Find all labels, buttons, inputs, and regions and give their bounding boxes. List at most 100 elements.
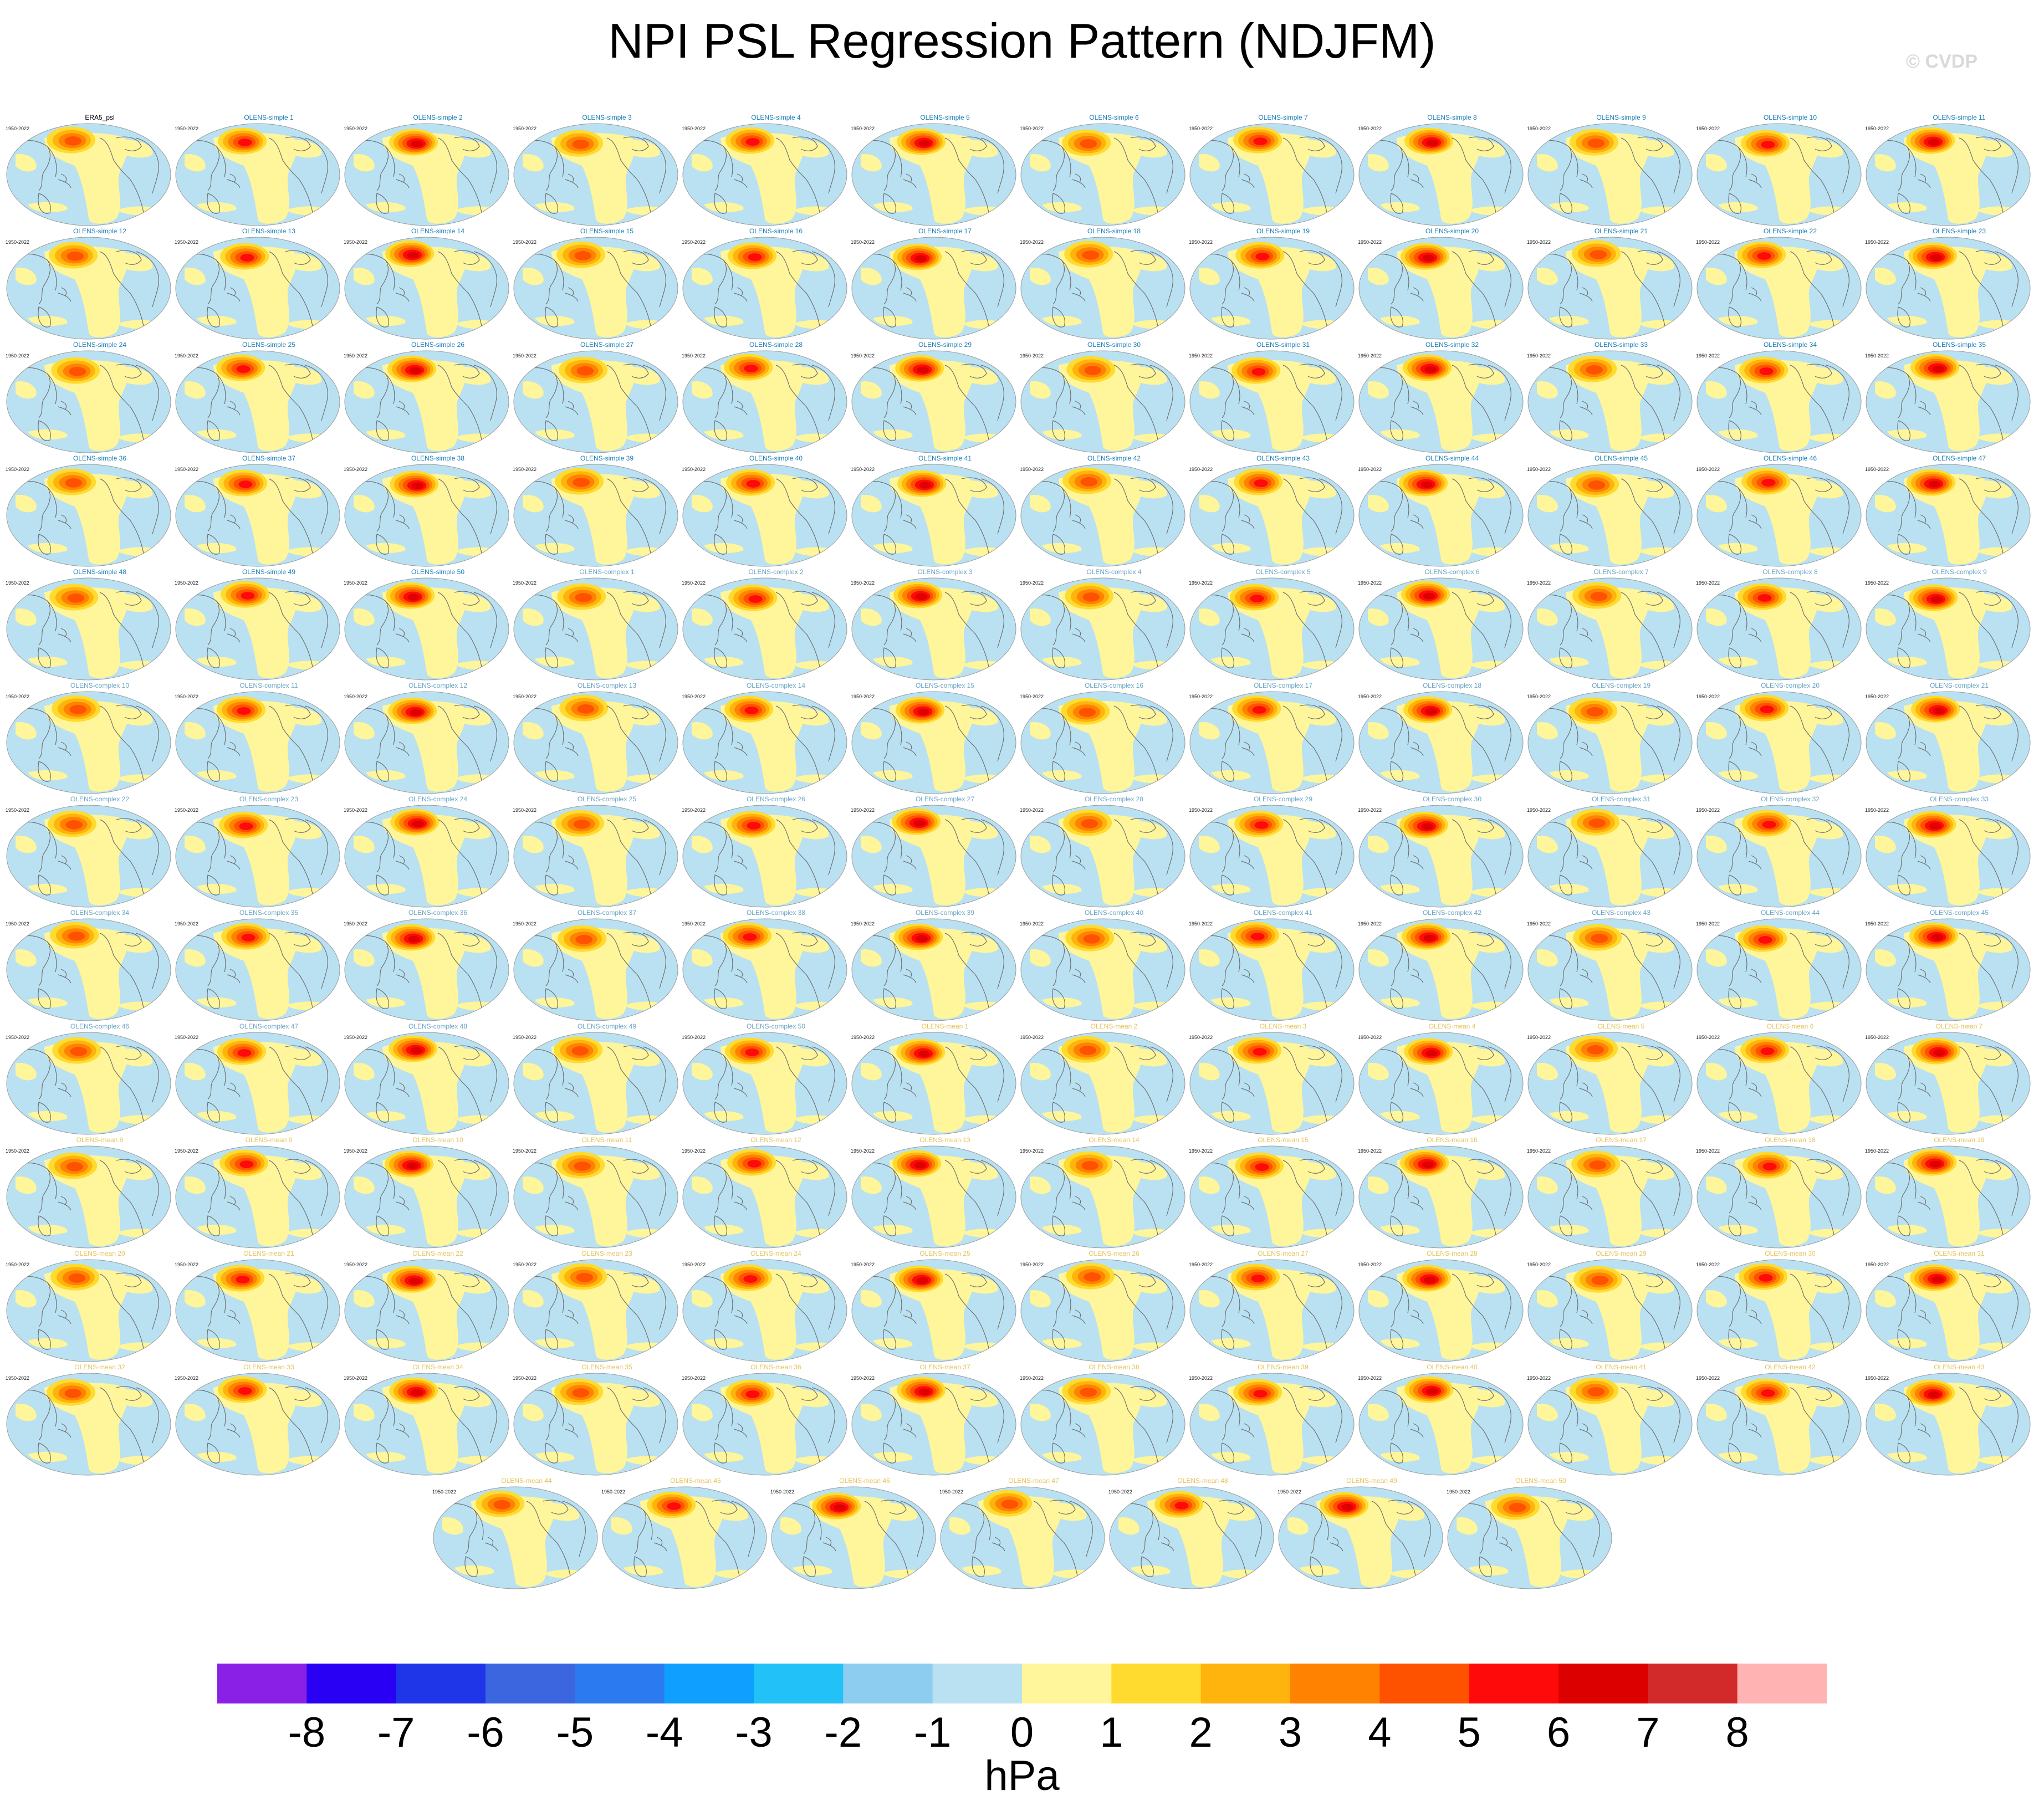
panel-map — [1020, 1032, 1185, 1135]
map-panel: 1950-2022 OLENS-complex 29 — [1189, 795, 1355, 909]
panel-period-label: 1950-2022 — [1527, 467, 1551, 472]
panel-title: OLENS-complex 31 — [1591, 795, 1651, 803]
map-panel: 1950-2022 OLENS-complex 20 — [1696, 682, 1862, 795]
map-panel: 1950-2022 OLENS-complex 2 — [682, 568, 848, 682]
panel-map — [344, 237, 509, 340]
panel-period-label: 1950-2022 — [344, 807, 368, 813]
panel-title: OLENS-complex 49 — [577, 1022, 637, 1030]
panel-period-label: 1950-2022 — [1865, 580, 1889, 586]
panel-period-label: 1950-2022 — [6, 126, 30, 131]
panel-period-label: 1950-2022 — [1696, 921, 1720, 927]
panel-map — [682, 805, 847, 908]
map-panel: 1950-2022 OLENS-mean 24 — [682, 1250, 848, 1363]
panel-period-label: 1950-2022 — [1358, 1148, 1382, 1154]
panel-title: OLENS-simple 13 — [242, 227, 296, 235]
colorbar-swatch — [1737, 1664, 1827, 1703]
map-panel: 1950-2022 OLENS-simple 11 — [1865, 114, 2031, 227]
panel-title: OLENS-complex 32 — [1760, 795, 1820, 803]
panel-map — [344, 1259, 509, 1362]
map-panel: 1950-2022 OLENS-complex 44 — [1696, 909, 1862, 1022]
panel-title: OLENS-mean 11 — [581, 1136, 632, 1144]
panel-map — [513, 350, 678, 453]
panel-map — [851, 350, 1016, 453]
panel-map — [1696, 1145, 1862, 1249]
panel-period-label: 1950-2022 — [601, 1489, 626, 1495]
map-panel: 1950-2022 OLENS-simple 27 — [513, 341, 679, 454]
panel-title: OLENS-complex 20 — [1760, 682, 1820, 689]
panel-period-label: 1950-2022 — [851, 467, 875, 472]
cvdp-watermark: © CVDP — [1906, 51, 1977, 72]
map-panel: 1950-2022 OLENS-mean 23 — [513, 1250, 679, 1363]
map-panel: 1950-2022 OLENS-simple 45 — [1527, 454, 1693, 568]
colorbar-units-label: hPa — [984, 1752, 1060, 1799]
panel-period-label: 1950-2022 — [1865, 807, 1889, 813]
panel-period-label: 1950-2022 — [6, 694, 30, 699]
panel-map — [1866, 237, 2031, 340]
map-panel: 1950-2022 OLENS-mean 27 — [1189, 1250, 1355, 1363]
panel-title: OLENS-mean 21 — [243, 1250, 294, 1257]
panel-map — [6, 805, 171, 908]
panel-period-label: 1950-2022 — [1527, 694, 1551, 699]
map-panel: 1950-2022 OLENS-complex 37 — [513, 909, 679, 1022]
map-panel: 1950-2022 OLENS-complex 19 — [1527, 682, 1693, 795]
map-panel: 1950-2022 OLENS-simple 50 — [344, 568, 510, 682]
panel-title: OLENS-mean 40 — [1427, 1363, 1478, 1371]
panel-title: OLENS-simple 19 — [1256, 227, 1310, 235]
panel-map — [1189, 1373, 1355, 1476]
panel-period-label: 1950-2022 — [1696, 239, 1720, 245]
panel-period-label: 1950-2022 — [1696, 126, 1720, 131]
panel-title: OLENS-complex 29 — [1253, 795, 1313, 803]
panel-period-label: 1950-2022 — [1358, 694, 1382, 699]
panel-title: OLENS-simple 48 — [73, 568, 127, 576]
map-panel: 1950-2022 OLENS-simple 47 — [1865, 454, 2031, 568]
panel-map — [6, 577, 171, 681]
panel-title: OLENS-complex 9 — [1931, 568, 1987, 576]
map-panel: 1950-2022 OLENS-complex 4 — [1020, 568, 1186, 682]
panel-map — [1189, 350, 1355, 453]
panel-map — [1696, 350, 1862, 453]
colorbar-tick-label: 7 — [1636, 1709, 1660, 1756]
panel-period-label: 1950-2022 — [175, 580, 199, 586]
map-panel: 1950-2022 OLENS-mean 40 — [1358, 1363, 1524, 1477]
map-panel: 1950-2022 OLENS-simple 5 — [851, 114, 1017, 227]
map-panel: 1950-2022 OLENS-mean 28 — [1358, 1250, 1524, 1363]
panel-map — [851, 1259, 1016, 1362]
panel-map — [1696, 464, 1862, 567]
panel-period-label: 1950-2022 — [513, 1375, 537, 1381]
panel-map — [1447, 1486, 1612, 1589]
panel-map — [1527, 123, 1693, 226]
panel-period-label: 1950-2022 — [344, 694, 368, 699]
map-panel: 1950-2022 OLENS-simple 19 — [1189, 227, 1355, 341]
map-panel: 1950-2022 OLENS-simple 24 — [6, 341, 172, 454]
panel-map — [1696, 918, 1862, 1021]
panel-title: OLENS-complex 45 — [1929, 909, 1989, 917]
map-panel: 1950-2022 OLENS-simple 44 — [1358, 454, 1524, 568]
panel-title: OLENS-complex 23 — [239, 795, 299, 803]
panel-title: OLENS-simple 5 — [920, 114, 970, 121]
panel-map — [344, 1032, 509, 1135]
panel-title: OLENS-mean 13 — [919, 1136, 970, 1144]
map-panel: 1950-2022 OLENS-simple 31 — [1189, 341, 1355, 454]
map-panel: 1950-2022 OLENS-mean 15 — [1189, 1136, 1355, 1250]
panel-period-label: 1950-2022 — [1358, 353, 1382, 359]
panel-title: OLENS-simple 39 — [580, 454, 634, 462]
map-panel: 1950-2022 OLENS-mean 8 — [6, 1136, 172, 1250]
panel-map — [175, 350, 340, 453]
panel-map — [513, 1145, 678, 1249]
colorbar-swatch — [843, 1664, 933, 1703]
panel-title: OLENS-simple 16 — [749, 227, 803, 235]
panel-period-label: 1950-2022 — [6, 807, 30, 813]
panel-period-label: 1950-2022 — [1020, 1035, 1044, 1040]
panel-map — [1866, 1259, 2031, 1362]
panel-title: OLENS-mean 37 — [919, 1363, 970, 1371]
panel-title: OLENS-simple 6 — [1089, 114, 1139, 121]
panel-map — [6, 1373, 171, 1476]
map-panel: 1950-2022 OLENS-complex 7 — [1527, 568, 1693, 682]
panel-map — [6, 464, 171, 567]
page-title: NPI PSL Regression Pattern (NDJFM) — [608, 13, 1436, 68]
map-panel: 1950-2022 OLENS-mean 32 — [6, 1363, 172, 1477]
panel-period-label: 1950-2022 — [513, 921, 537, 927]
panel-title: OLENS-complex 5 — [1255, 568, 1311, 576]
panel-map — [344, 918, 509, 1021]
panel-map — [682, 123, 847, 226]
